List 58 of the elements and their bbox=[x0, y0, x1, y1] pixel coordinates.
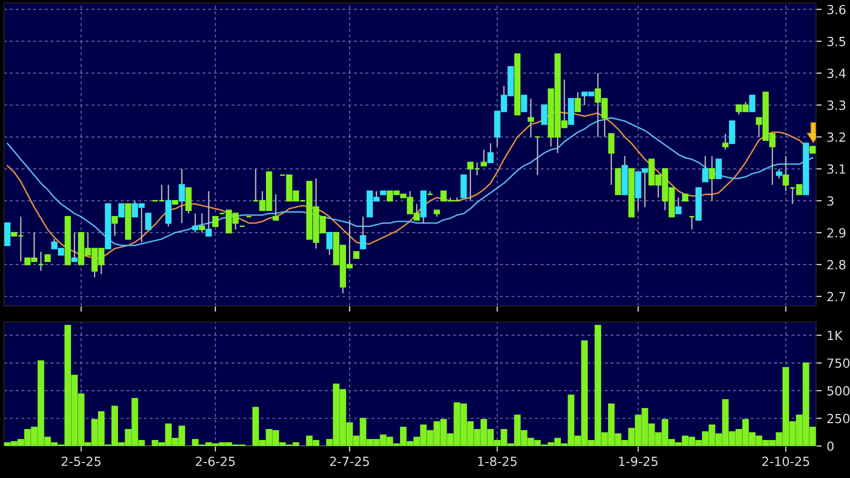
candlestick bbox=[38, 251, 44, 272]
candlestick bbox=[206, 190, 212, 237]
candlestick bbox=[198, 212, 206, 234]
x-tick-label: 1-9-25 bbox=[619, 456, 658, 466]
candlestick bbox=[118, 203, 125, 218]
x-tick-label: 2-10-25 bbox=[762, 456, 810, 466]
y-tick-label: 3.6 bbox=[827, 4, 846, 14]
y-tick-label: 2.8 bbox=[827, 260, 846, 270]
y-tick-label: 3.4 bbox=[827, 68, 846, 78]
candlestick bbox=[782, 155, 789, 192]
candlestick bbox=[178, 168, 185, 224]
y-tick-label: 3.3 bbox=[827, 100, 846, 110]
candlestick bbox=[480, 149, 487, 166]
y-tick-label: 750 bbox=[827, 358, 850, 368]
candlestick bbox=[608, 133, 614, 186]
candlestick bbox=[534, 136, 541, 176]
candlestick bbox=[528, 98, 534, 138]
y-tick-label: 3.1 bbox=[827, 164, 846, 174]
y-tick-label: 250 bbox=[827, 414, 850, 424]
candlestick bbox=[520, 94, 528, 112]
candlestick bbox=[326, 232, 333, 256]
y-tick-label: 500 bbox=[827, 386, 850, 396]
candlestick bbox=[112, 216, 118, 236]
candlestick bbox=[487, 142, 494, 164]
candlestick bbox=[71, 232, 78, 262]
y-tick-label: 2.7 bbox=[827, 292, 846, 302]
candlestick bbox=[574, 92, 581, 112]
candlestick bbox=[212, 216, 218, 227]
candlestick bbox=[541, 104, 548, 125]
x-tick-label: 2-7-25 bbox=[330, 456, 369, 466]
candlestick bbox=[272, 194, 279, 221]
candlestick bbox=[4, 222, 10, 246]
x-tick-label: 2-5-25 bbox=[62, 456, 100, 466]
candlestick bbox=[427, 190, 434, 196]
candlestick bbox=[185, 187, 192, 214]
y-tick-label: 2.9 bbox=[827, 228, 846, 238]
candlestick bbox=[192, 212, 198, 234]
candlestick bbox=[729, 120, 736, 144]
candlestick bbox=[360, 216, 366, 250]
candlestick bbox=[776, 168, 782, 180]
candlestick bbox=[675, 196, 682, 214]
y-tick-label: 3 bbox=[827, 196, 834, 206]
candlestick bbox=[145, 212, 152, 230]
candlestick bbox=[688, 216, 695, 230]
candlestick bbox=[749, 94, 756, 112]
candlestick bbox=[165, 184, 172, 227]
y-tick-label: 0 bbox=[827, 441, 834, 451]
candlestick bbox=[158, 184, 165, 202]
y-tick-label: 3.2 bbox=[827, 132, 846, 142]
candlestick bbox=[460, 174, 467, 198]
y-tick-label: 1K bbox=[828, 330, 843, 340]
candlestick bbox=[702, 155, 708, 182]
x-tick-label: 1-8-25 bbox=[478, 456, 517, 466]
candlestick bbox=[708, 155, 716, 202]
y-tick-label: 3.5 bbox=[827, 36, 846, 46]
candlestick bbox=[716, 158, 722, 180]
candlestick bbox=[722, 133, 729, 150]
x-tick-label: 2-6-25 bbox=[196, 456, 235, 466]
